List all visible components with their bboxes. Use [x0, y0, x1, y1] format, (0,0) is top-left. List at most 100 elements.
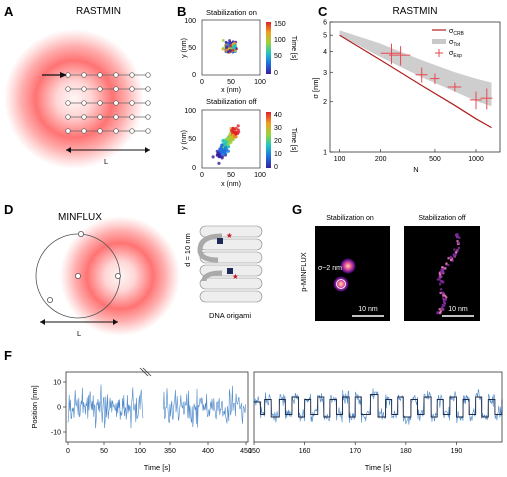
g-left-blob-lower [333, 276, 349, 292]
g-right-scalebar-label: 10 nm [448, 306, 468, 313]
scatter-off-point [217, 161, 221, 165]
g-right-pixel [442, 281, 445, 284]
f-left-trace-segment [67, 384, 144, 429]
f-right-xlabel: Time [s] [365, 463, 391, 472]
g-right-pixel [449, 257, 452, 261]
c-ytick-label: 3 [323, 70, 327, 77]
raster-point [97, 114, 103, 120]
cb-on-tick-100: 100 [274, 37, 286, 44]
f-left-xtick-label: 350 [164, 448, 176, 455]
scatter-off-point [228, 135, 233, 140]
panel-a: A RASTMIN L [4, 4, 151, 169]
scan-arrow-head [60, 72, 67, 78]
sigma-exp-errorbars [380, 43, 493, 110]
panel-e: E d = 10 nm ★★ DNA origami [177, 202, 263, 320]
g-right-pixel [450, 257, 454, 260]
g-right-pixel [447, 257, 450, 260]
sigma-tot-band [339, 30, 492, 107]
scatter-on-point [225, 46, 228, 50]
g-right-pixel [438, 275, 441, 279]
f-right-xtick-label: 150 [248, 448, 260, 455]
cb-on-tick-50: 50 [274, 53, 282, 60]
g-right-pixel [445, 296, 448, 299]
f-step-fit-line [254, 394, 503, 418]
chart-c-ylabel: σ [nm] [311, 77, 320, 98]
f-left-xtick-label: 100 [134, 448, 146, 455]
panel-f-letter: F [4, 348, 12, 363]
raster-point [145, 128, 151, 134]
scatter-off-point [226, 137, 230, 141]
length-arrow-left [66, 147, 71, 153]
g-right-pixel [443, 304, 446, 307]
g-right-pixel [439, 291, 442, 295]
panel-g: G p-MINFLUX Stabilization on Stabilizati… [292, 202, 480, 321]
panel-d-letter: D [4, 202, 13, 217]
g-right-pixel [439, 280, 442, 283]
g-right-pixel [453, 254, 456, 257]
scatter-off-frame [201, 109, 261, 169]
chart-c-frame [329, 21, 501, 153]
raster-point [113, 128, 119, 134]
raster-grid [42, 72, 151, 134]
origami-helix [199, 290, 263, 303]
exposure-bottom-left [47, 296, 54, 303]
g-right-pixel [442, 299, 446, 302]
b-bot-ylabel: y (nm) [181, 130, 188, 150]
g-right-pixel [444, 294, 447, 297]
b-top-ytick-50: 50 [188, 45, 196, 52]
scatter-off-point [223, 141, 227, 146]
b-bot-ytick-50: 50 [188, 136, 196, 143]
scatter-on-point [222, 46, 225, 50]
scatter-off-point [231, 137, 235, 142]
exposure-right [115, 272, 122, 279]
origami-helix [199, 238, 263, 251]
legend-tot-swatch [432, 39, 446, 44]
f-left-trace [67, 384, 246, 429]
g-right-pixel [449, 255, 452, 258]
scatter-on-point [229, 41, 233, 45]
rastmin-doughnut-beam [4, 29, 144, 169]
g-right-title: Stabilization off [418, 215, 465, 222]
scatter-off-point [236, 128, 240, 132]
g-right-pixel [441, 266, 444, 269]
panel-b-letter: B [177, 4, 186, 19]
sigma-tot-area [339, 30, 492, 107]
f-left-xtick-label: 400 [202, 448, 214, 455]
g-right-pixel [444, 267, 447, 270]
scatter-off-point [219, 149, 223, 153]
sigma-crb-line [339, 34, 492, 129]
raster-point [129, 114, 135, 120]
raster-point [81, 100, 87, 106]
b-top-ytick-0: 0 [192, 72, 196, 79]
chart-c-yticks: 1 2 3 4 5 6 [323, 20, 333, 157]
e-caption: DNA origami [209, 311, 251, 320]
scatter-off-point [234, 126, 238, 131]
g-left-title: Stabilization on [326, 215, 374, 222]
f-right-xtick-label: 180 [400, 448, 412, 455]
panel-d-title: MINFLUX [58, 212, 102, 223]
chart-c-legend: σCRB σTot σExp [432, 28, 465, 59]
raster-point [129, 128, 135, 134]
length-label: L [104, 157, 108, 166]
origami-star-1: ★ [226, 231, 233, 240]
d-length-arrow-left [40, 319, 45, 325]
scatter-on-point [224, 40, 228, 44]
raster-point [65, 100, 71, 106]
b-bot-ytick-0: 0 [192, 165, 196, 172]
axis-break-mark-2 [142, 367, 152, 377]
g-right-pixel [445, 262, 448, 265]
legend-crb-label: σCRB [449, 28, 465, 37]
f-right-xtick-label: 170 [349, 448, 361, 455]
scatter-off-point [216, 153, 220, 157]
chart-c-xlabel: N [413, 165, 418, 174]
scatter-on-points [221, 39, 238, 54]
g-right-pixel [442, 297, 445, 300]
f-ytick-label: 0 [57, 405, 61, 412]
cb-off-label: Time [s] [290, 128, 297, 153]
origami-loop-2 [201, 270, 223, 282]
c-ytick-label: 4 [323, 49, 327, 56]
colorbar-on [266, 22, 271, 74]
g-left-image [315, 226, 390, 321]
cb-on-label: Time [s] [290, 36, 297, 61]
